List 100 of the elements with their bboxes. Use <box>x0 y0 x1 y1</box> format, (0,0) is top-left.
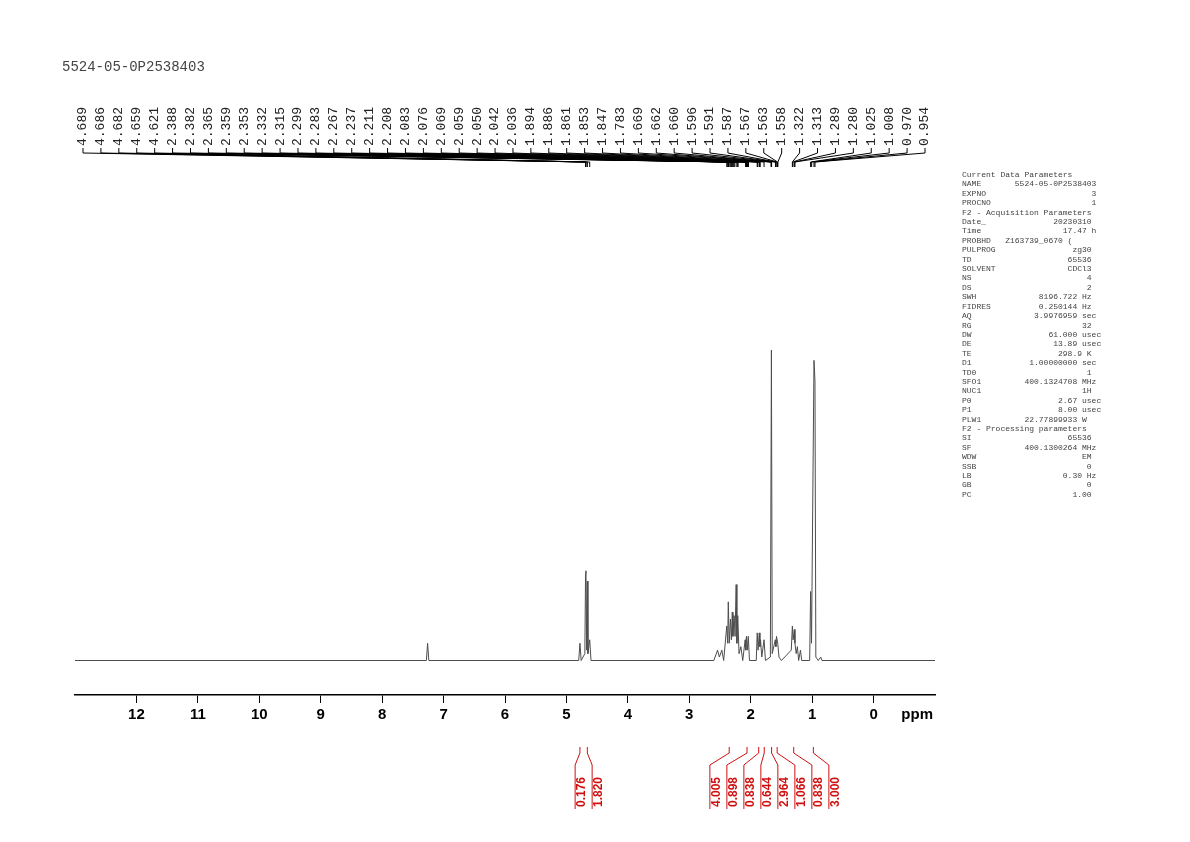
x-tick-label: 11 <box>189 705 206 723</box>
annotation: 1.025 <box>863 106 879 146</box>
annotation: 2.359 <box>218 106 234 146</box>
text: PLW1 22.77899933 W <box>962 414 1088 424</box>
annotation: 1.669 <box>630 106 646 146</box>
text: D1 1.00000000 sec <box>962 358 1098 368</box>
annotation: 2.208 <box>379 106 395 146</box>
annotation: 2.315 <box>272 106 288 146</box>
text: SF 400.1300264 MHz <box>962 442 1098 453</box>
annotation: 2.382 <box>182 106 198 146</box>
text: TD 65536 <box>962 254 1093 265</box>
annotation: 1.563 <box>756 106 772 146</box>
x-tick-label: 0 <box>869 705 878 723</box>
x-tick-label: 4 <box>623 705 633 723</box>
annotation: 1.591 <box>702 106 718 146</box>
annotation: 2.332 <box>254 106 270 146</box>
annotation: 1.587 <box>720 106 736 146</box>
text: P1 8.00 usec <box>962 405 1102 415</box>
annotation: 2.036 <box>505 106 521 146</box>
text: RG 32 <box>962 320 1093 330</box>
annotation: 1.008 <box>881 106 897 146</box>
annotation: 2.237 <box>344 106 360 146</box>
text: SSB 0 <box>962 461 1093 471</box>
text: LB 0.30 Hz <box>962 471 1098 481</box>
x-tick-label: 8 <box>377 705 387 723</box>
annotation: 2.042 <box>487 106 503 146</box>
text: TD0 1 <box>962 367 1093 377</box>
annotation: 1.558 <box>774 106 790 146</box>
text: PROBHD Z163739_0670 ( <box>962 235 1074 246</box>
text: FIDRES 0.250144 Hz <box>962 301 1093 312</box>
annotation: 0.954 <box>917 106 933 146</box>
annotation: 1.289 <box>827 106 843 146</box>
text: NUC1 1H <box>962 386 1093 396</box>
annotation: 1.596 <box>684 106 700 146</box>
annotation: 2.050 <box>469 106 485 146</box>
annotation: 1.662 <box>648 106 664 146</box>
annotation: 0.970 <box>899 106 915 146</box>
text: WDW EM <box>962 452 1093 462</box>
annotation: 1.567 <box>738 106 754 146</box>
text: GB 0 <box>962 480 1093 490</box>
annotation: 1.853 <box>577 106 593 146</box>
annotation: 2.353 <box>236 106 252 146</box>
text: PC 1.00 <box>962 489 1093 500</box>
x-tick-label: 3 <box>685 705 694 723</box>
text: DS 2 <box>962 282 1093 293</box>
annotation: 0.838 <box>743 776 758 807</box>
x-tick-label: 5 <box>562 705 571 723</box>
annotation: 4.689 <box>75 106 91 146</box>
x-tick-label: 7 <box>439 705 448 723</box>
annotation: 1.820 <box>591 776 606 807</box>
annotation: 3.000 <box>828 776 843 807</box>
x-tick-label: 1 <box>807 705 817 723</box>
annotation: 1.322 <box>792 106 808 146</box>
text: P0 2.67 usec <box>962 395 1102 406</box>
annotation: 1.861 <box>559 106 575 146</box>
annotation: 1.783 <box>612 106 628 146</box>
text: SWH 8196.722 Hz <box>962 292 1093 302</box>
annotation: 2.076 <box>415 106 431 146</box>
annotation: 4.621 <box>147 106 163 146</box>
text: SOLVENT CDCl3 <box>962 264 1093 274</box>
annotation: 0.176 <box>574 776 589 807</box>
text: SFO1 400.1324708 MHz <box>962 376 1098 387</box>
text: NS 4 <box>962 273 1093 283</box>
annotation: 2.083 <box>397 106 413 146</box>
annotation: 2.964 <box>777 776 792 807</box>
annotation: 2.388 <box>165 106 181 146</box>
text: AQ 3.9976959 sec <box>962 311 1098 321</box>
annotation: 1.894 <box>523 106 539 146</box>
annotation: 1.847 <box>594 106 610 146</box>
annotation: 4.686 <box>93 106 109 146</box>
text: TE 298.9 K <box>962 348 1093 359</box>
annotation: 2.267 <box>326 106 342 146</box>
annotation: 2.299 <box>290 106 306 146</box>
annotation: 1.660 <box>666 106 682 146</box>
x-tick-label: 2 <box>746 705 755 723</box>
x-tick-label: 10 <box>250 705 268 723</box>
annotation: 0.898 <box>726 776 741 807</box>
text: Date_ 20230310 <box>962 217 1093 227</box>
text: PULPROG zg30 <box>962 245 1093 255</box>
text: F2 - Processing parameters <box>962 423 1088 434</box>
annotation: 1.280 <box>845 106 861 146</box>
x-tick-label: 6 <box>500 705 510 723</box>
x-tick-label: 9 <box>316 705 325 723</box>
annotation: 4.682 <box>111 106 127 146</box>
annotation: 1.886 <box>541 106 557 146</box>
annotation: 1.313 <box>809 106 825 146</box>
x-tick-label: 12 <box>128 705 145 723</box>
text: SI 65536 <box>962 433 1093 443</box>
text: EXPNO 3 <box>962 188 1098 199</box>
annotation: 4.659 <box>129 106 145 146</box>
x-axis-title: ppm <box>901 705 933 723</box>
annotation: 4.005 <box>709 776 724 807</box>
text: DE 13.89 usec <box>962 339 1102 349</box>
text: Time 17.47 h <box>962 226 1098 236</box>
annotation: 2.283 <box>308 106 324 146</box>
text: Current Data Parameters <box>962 170 1074 180</box>
annotation: 2.365 <box>200 106 216 146</box>
text: PROCNO 1 <box>962 198 1098 208</box>
text: F2 - Acquisition Parameters <box>962 207 1093 218</box>
annotation: 2.211 <box>362 106 378 146</box>
